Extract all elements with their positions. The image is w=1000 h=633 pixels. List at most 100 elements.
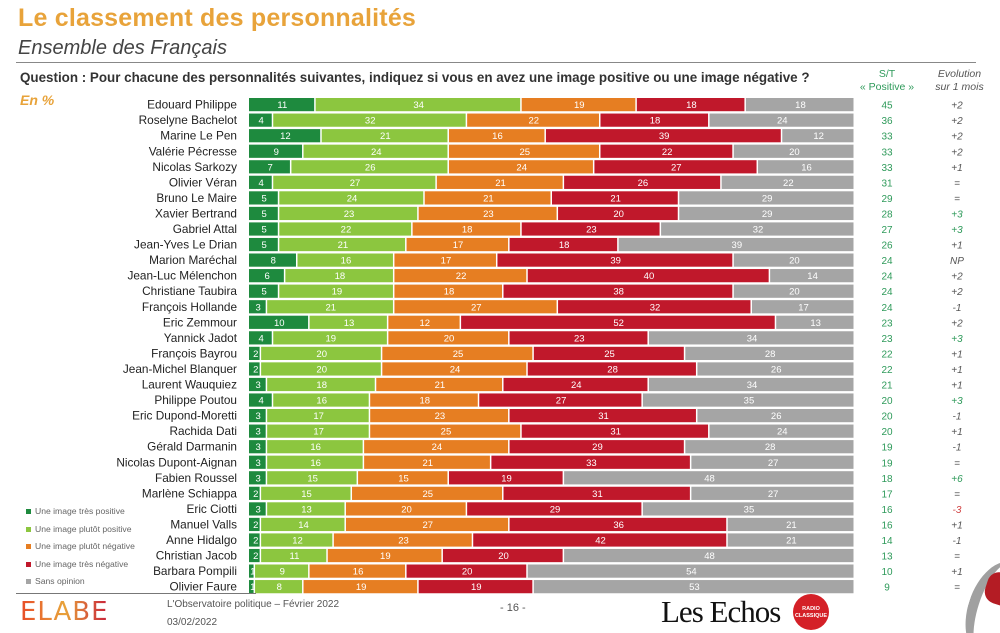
bar-segment-plutot-negative [418, 206, 557, 221]
data-label: 23 [344, 209, 355, 220]
data-label: 13 [344, 318, 355, 329]
data-label: 48 [704, 473, 715, 484]
bar-segment-tres-negative [448, 471, 563, 485]
data-label: 29 [762, 209, 773, 220]
bar-segment-tres-positive [249, 237, 278, 252]
bar-segment-plutot-negative [394, 284, 503, 298]
data-label: 24 [777, 427, 788, 438]
data-label: 1 [250, 582, 255, 593]
page-title: Le classement des personnalités [18, 4, 417, 32]
legend-swatch [26, 526, 31, 532]
data-label: 28 [607, 364, 618, 375]
data-label: 21 [495, 178, 506, 189]
bar-segment-tres-positive [249, 564, 254, 578]
data-label: 21 [326, 302, 337, 313]
data-label: 4 [258, 178, 263, 189]
bar-segment-tres-positive [249, 486, 260, 500]
data-label: 17 [453, 240, 464, 251]
bar-segment-tres-negative [552, 191, 678, 205]
bar-segment-tres-positive [249, 517, 260, 532]
data-label: 21 [483, 193, 494, 204]
st-positive-value: 29 [881, 194, 893, 205]
data-label: 3 [255, 380, 260, 391]
st-positive-value: 33 [881, 132, 893, 143]
evolution-value: = [954, 489, 960, 500]
bar-segment-sans-opinion [782, 129, 854, 143]
bar-segment-tres-positive [249, 455, 266, 469]
bar-segment-plutot-negative [364, 455, 490, 469]
data-label: 20 [498, 551, 509, 562]
st-positive-header: S/T « Positive » [852, 68, 922, 94]
data-label: 3 [255, 411, 260, 422]
bar-segment-plutot-negative [382, 362, 527, 376]
bar-segment-sans-opinion [727, 533, 854, 547]
bar-segment-tres-positive [249, 113, 272, 127]
bar-segment-tres-negative [418, 580, 533, 594]
data-label: 19 [574, 100, 585, 111]
bar-segment-tres-positive [249, 331, 272, 345]
st-positive-value: 21 [881, 381, 893, 392]
bar-segment-tres-positive [249, 191, 278, 205]
data-label: 26 [771, 364, 782, 375]
evolution-value: +1 [951, 349, 962, 360]
category-label: Gérald Darmanin [147, 440, 237, 454]
bar-segment-tres-negative [594, 160, 757, 174]
bar-segment-sans-opinion [642, 393, 854, 407]
bar-segment-plutot-positive [267, 502, 345, 516]
radio-classique-logo: RADIO CLASSIQUE [793, 594, 829, 630]
data-label: 52 [613, 318, 624, 329]
data-label: 22 [783, 178, 794, 189]
st-positive-value: 45 [881, 101, 893, 112]
bar-segment-sans-opinion [648, 377, 854, 392]
data-label: 31 [592, 489, 603, 500]
category-label: Olivier Véran [169, 175, 237, 189]
bar-segment-plutot-positive [273, 393, 369, 407]
data-label: 31 [610, 427, 621, 438]
data-label: 29 [762, 193, 773, 204]
bar-segment-tres-negative [442, 548, 563, 563]
evo-header-line1: Evolution [937, 68, 982, 80]
bar-segment-tres-negative [406, 564, 527, 578]
data-label: 23 [398, 536, 409, 547]
bar-segment-plutot-positive [297, 253, 393, 267]
bar-segment-tres-positive [249, 300, 266, 314]
page-number: - 16 - [500, 602, 526, 614]
bar-segment-tres-negative [509, 331, 648, 345]
data-label: 19 [356, 582, 367, 593]
data-label: 18 [419, 396, 430, 407]
bar-segment-plutot-positive [261, 533, 333, 547]
data-label: 20 [462, 567, 473, 578]
bar-segment-sans-opinion [564, 548, 854, 563]
bar-segment-tres-positive [249, 160, 290, 174]
data-label: 18 [444, 287, 455, 298]
bar-segment-plutot-positive [279, 222, 412, 236]
bar-segment-tres-negative [600, 113, 709, 127]
bar-segment-plutot-positive [261, 486, 351, 500]
category-label: Valérie Pécresse [149, 144, 238, 158]
st-positive-value: 33 [881, 147, 893, 158]
bar-segment-plutot-positive [267, 440, 363, 454]
data-label: 12 [292, 536, 303, 547]
data-label: 18 [335, 271, 346, 282]
st-positive-value: 9 [884, 583, 890, 594]
data-label: 27 [556, 396, 567, 407]
data-label: 5 [262, 287, 267, 298]
data-label: 3 [255, 504, 260, 515]
st-positive-value: 19 [881, 443, 893, 454]
data-label: 22 [529, 116, 540, 127]
bar-segment-plutot-negative [467, 113, 599, 127]
data-label: 20 [613, 209, 624, 220]
bar-segment-plutot-positive [273, 331, 387, 345]
data-label: 3 [255, 427, 260, 438]
category-label: Laurent Wauquiez [142, 378, 237, 392]
data-label: 3 [255, 302, 260, 313]
bar-segment-tres-negative [509, 517, 727, 532]
data-label: 17 [313, 411, 324, 422]
data-label: 6 [265, 271, 270, 282]
category-label: Jean-Yves Le Drian [134, 238, 237, 252]
data-label: 16 [316, 396, 327, 407]
bar-segment-plutot-negative [448, 160, 593, 174]
data-label: 20 [789, 147, 800, 158]
data-label: 7 [268, 162, 273, 173]
